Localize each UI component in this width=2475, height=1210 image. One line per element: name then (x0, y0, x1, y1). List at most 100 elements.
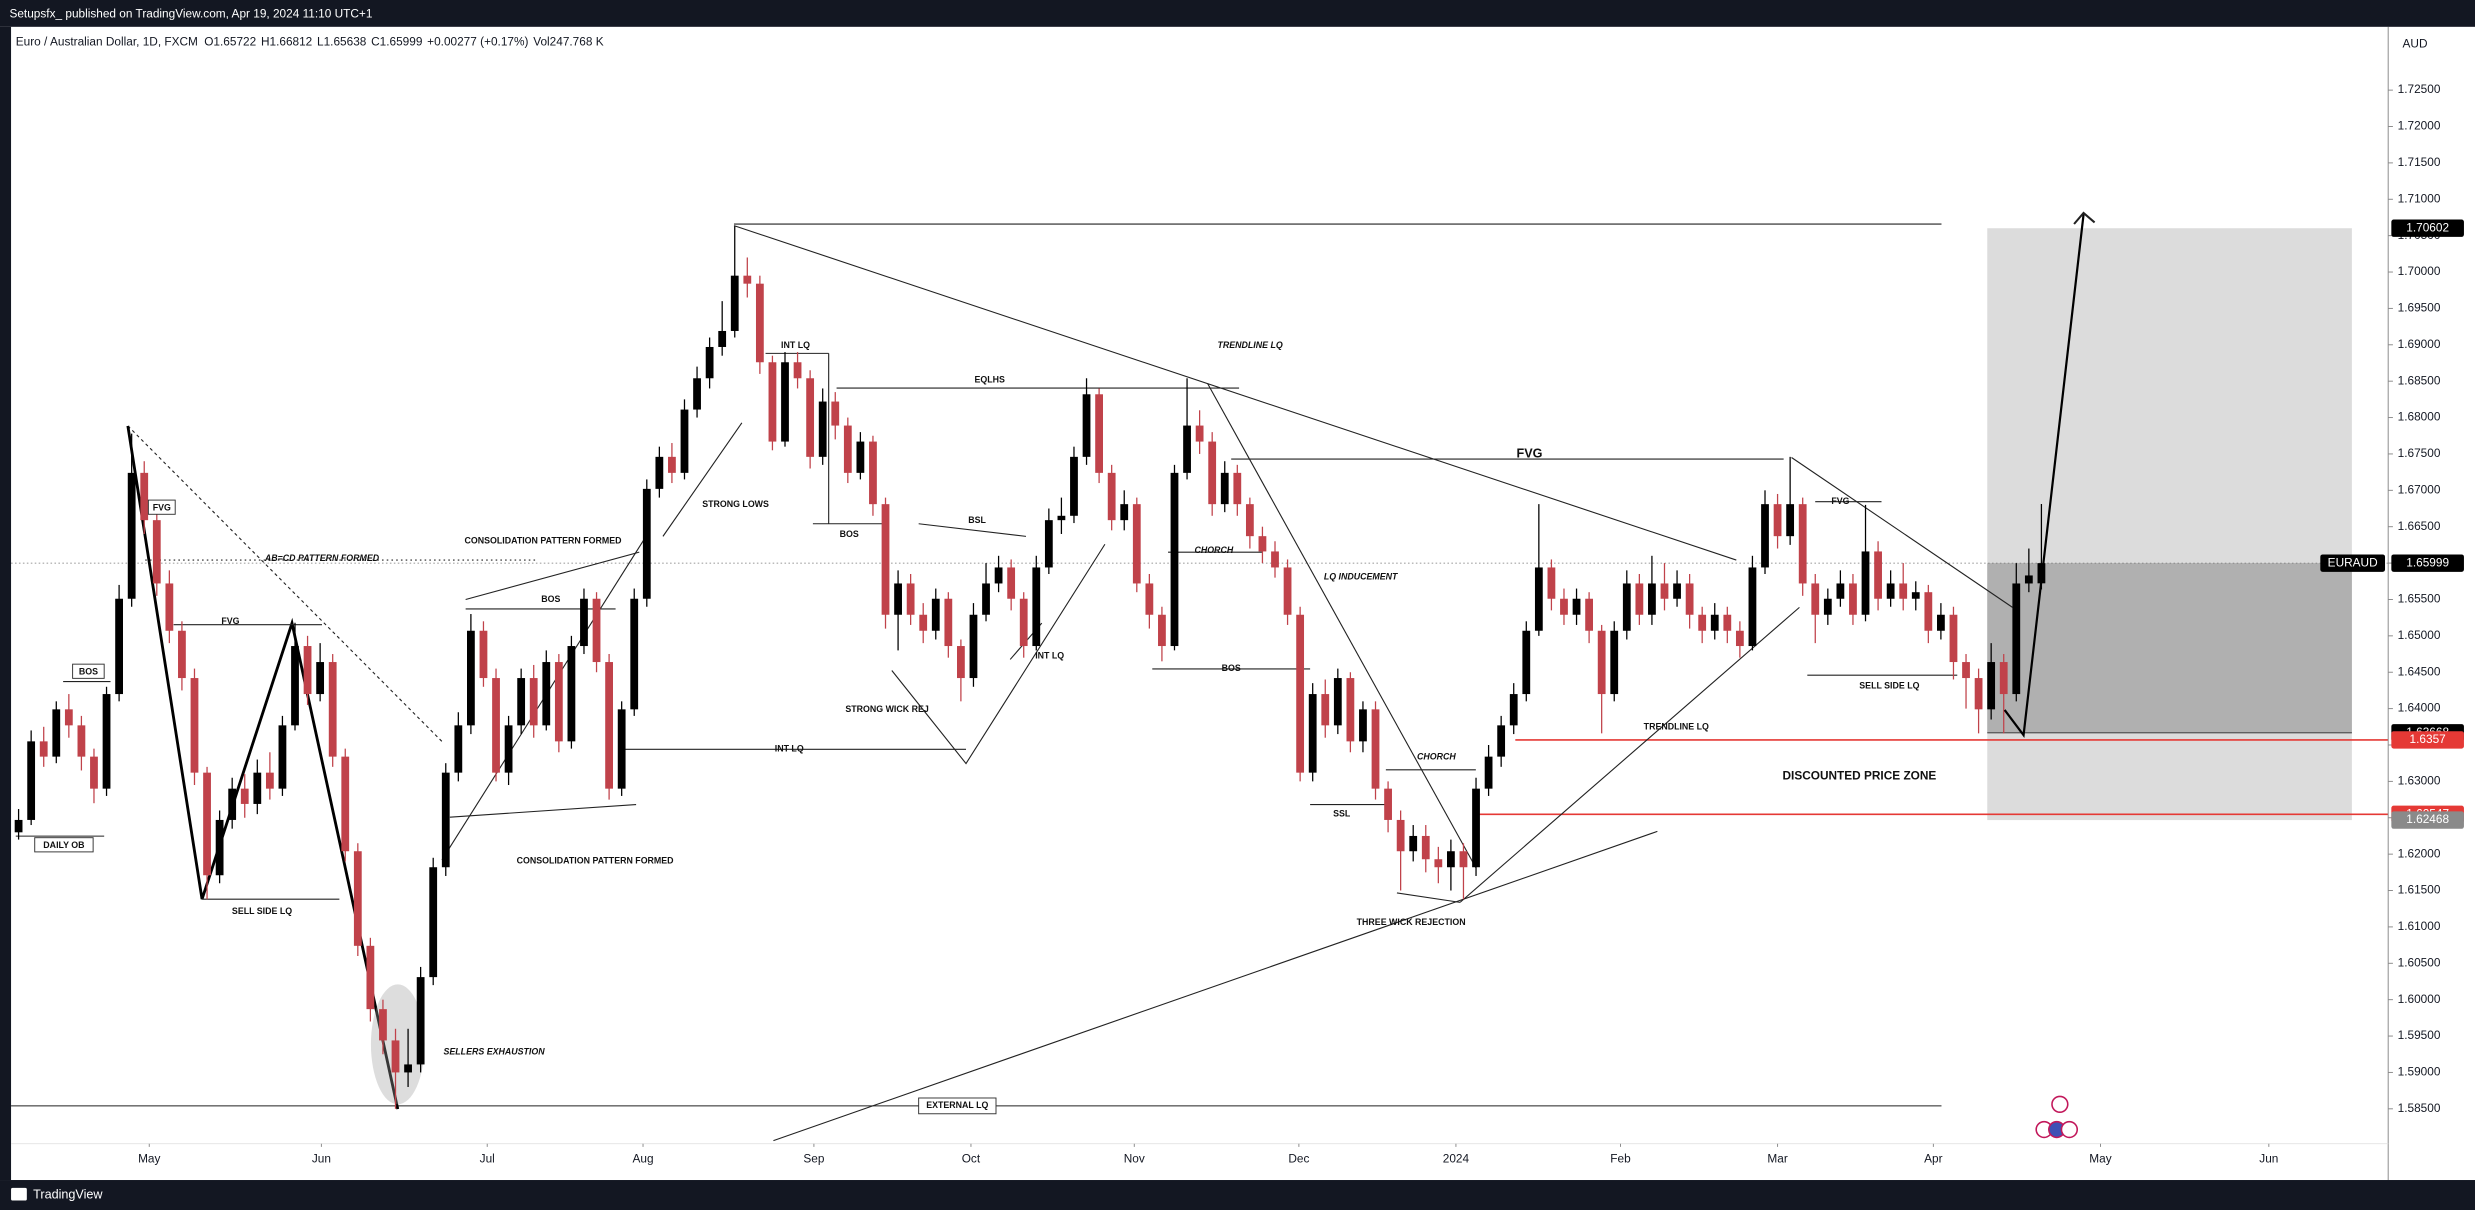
candle-body (781, 362, 789, 442)
candle-body (102, 694, 111, 789)
candle-body (944, 598, 953, 647)
candle-body (1044, 520, 1053, 568)
candle-body (14, 819, 23, 833)
y-tick-label: 1.58500 (2398, 1101, 2441, 1115)
y-tick-label: 1.61000 (2398, 919, 2441, 933)
level-line (1396, 892, 1461, 903)
label-box (918, 1097, 997, 1115)
candle-body (881, 504, 890, 615)
candle-body (718, 330, 727, 347)
candle-body (705, 346, 714, 379)
candle-body (2012, 583, 2021, 695)
entry-zone (1987, 563, 2352, 733)
candle-body (1761, 504, 1769, 568)
candle-body (617, 709, 626, 789)
candle-body (291, 646, 299, 726)
footer[interactable]: TradingView (33, 1187, 103, 1201)
candle-body (1786, 504, 1795, 537)
candle-body (391, 1040, 400, 1073)
price-label: 1.70602 (2406, 220, 2449, 234)
candle-body (1333, 678, 1342, 726)
symbol-tag-bg (2320, 554, 2386, 572)
candles (14, 226, 2046, 1109)
footer-bar (0, 1180, 2475, 1210)
candle-body (90, 756, 98, 789)
x-tick-label: Jul (480, 1152, 495, 1166)
candle-body (1371, 709, 1380, 789)
candle-body (1472, 788, 1480, 868)
candle-body (831, 401, 840, 426)
candle-body (982, 583, 990, 615)
candle-body (1095, 394, 1103, 473)
event-icon[interactable] (2051, 1095, 2069, 1113)
candle-body (1899, 583, 1908, 599)
annotation: CONSOLIDATION PATTERN FORMED (517, 856, 674, 866)
candle-body (1359, 709, 1367, 742)
candle-body (1434, 859, 1443, 868)
candle-body (316, 662, 325, 695)
label-box (147, 499, 176, 515)
legend-open: O1.65722 (204, 35, 256, 49)
event-icon[interactable] (2060, 1120, 2079, 1139)
price-label: 1.62468 (2406, 812, 2449, 826)
annotation: DAILY OB (43, 840, 84, 850)
candle-body (1070, 456, 1078, 516)
annotation: CHORCH (1417, 752, 1456, 762)
legend-volume: Vol247.768 K (533, 35, 604, 49)
x-tick-label: Apr (1924, 1152, 1942, 1166)
candle-body (1836, 583, 1845, 599)
candle-body (642, 488, 651, 599)
header-bar (0, 0, 2475, 27)
candle-body (1610, 630, 1619, 695)
candle-body (1208, 441, 1217, 505)
x-tick-label: Nov (1124, 1152, 1145, 1166)
candle-body (127, 472, 136, 599)
candle-body (1698, 614, 1707, 631)
candle-body (1811, 583, 1820, 615)
candle-body (140, 472, 149, 521)
annotation: BOS (840, 529, 859, 539)
candle-body (1572, 598, 1581, 615)
y-tick-label: 1.61500 (2398, 883, 2441, 897)
channel-line (465, 551, 640, 601)
candle-body (1170, 472, 1179, 647)
annotation: SELL SIDE LQ (1859, 681, 1919, 691)
candle-body (504, 725, 513, 773)
candle-body (492, 678, 500, 773)
candle-body (529, 678, 538, 726)
candle-body (1710, 614, 1719, 631)
y-tick-label: 1.59000 (2398, 1065, 2441, 1079)
candle-body (1823, 598, 1832, 615)
candle-body (1258, 536, 1267, 552)
candle-body (1924, 592, 1933, 631)
x-tick-label: May (138, 1152, 160, 1166)
trend-line (733, 225, 1737, 561)
candle-body (1723, 614, 1732, 631)
legend-change: +0.00277 (+0.17%) (427, 35, 528, 49)
candle-body (479, 630, 488, 679)
candle-body (278, 725, 287, 789)
annotation: BSL (968, 515, 986, 525)
candle-body (1861, 551, 1870, 615)
candle-body (1911, 592, 1920, 599)
x-tick-label: Oct (962, 1152, 981, 1166)
candle-body (1019, 598, 1028, 647)
y-tick-label: 1.63000 (2398, 774, 2441, 788)
annotation: FVG (1517, 447, 1543, 461)
label-box (72, 663, 105, 679)
candle-body (303, 646, 312, 695)
arrow-head (2073, 211, 2096, 225)
candle-body (228, 788, 237, 820)
annotation: TRENDLINE LQ (1218, 340, 1283, 350)
header: Setupsfx_ published on TradingView.com, … (9, 6, 372, 20)
candle-body (630, 598, 639, 710)
annotation: AB=CD PATTERN FORMED (264, 553, 380, 563)
price-label-bg (2391, 731, 2464, 749)
candle-body (165, 583, 174, 631)
candle-body (580, 598, 588, 647)
candle-body (1635, 583, 1644, 615)
x-tick-label: Feb (1610, 1152, 1631, 1166)
candle-body (1107, 472, 1116, 521)
candle-body (1384, 788, 1392, 820)
